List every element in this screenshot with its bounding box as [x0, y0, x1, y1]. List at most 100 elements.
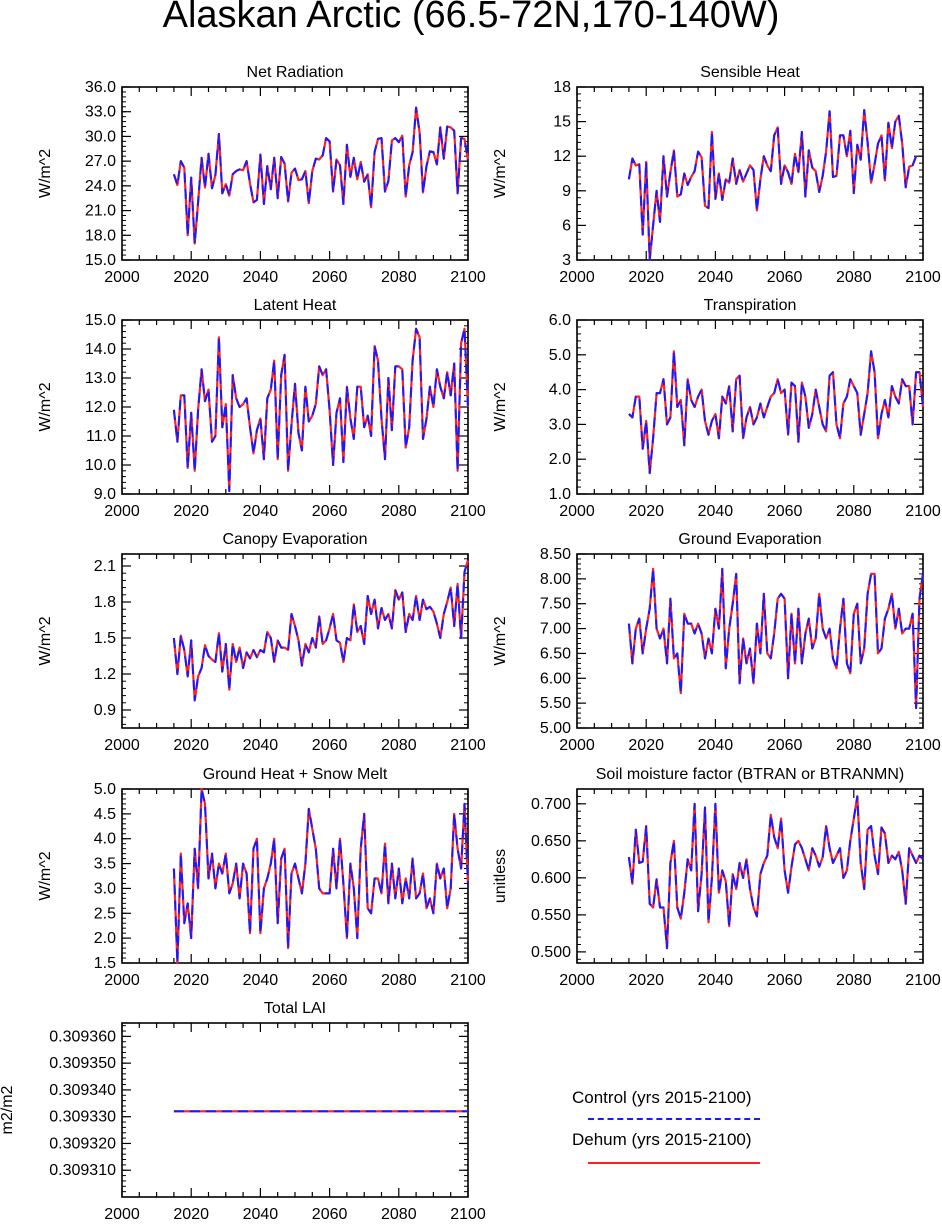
panel-title-net-radiation: Net Radiation [247, 64, 344, 81]
x-tick-label: 2000 [559, 972, 595, 989]
y-tick-label: 5.0 [549, 347, 571, 364]
y-tick-label: 9.0 [94, 486, 116, 503]
y-tick-label: 3 [562, 252, 571, 269]
y-tick-label: 6 [562, 217, 571, 234]
series-line-control [172, 559, 469, 702]
x-tick-label: 2060 [312, 972, 348, 989]
y-tick-label: 0.309340 [49, 1082, 116, 1099]
y-tick-label: 6.0 [549, 312, 571, 329]
y-tick-label: 1.5 [94, 630, 116, 647]
x-tick-label: 2100 [450, 269, 486, 286]
y-tick-label: 15.0 [85, 312, 116, 329]
y-tick-label: 1.0 [549, 486, 571, 503]
x-tick-label: 2060 [767, 737, 803, 754]
x-tick-label: 2100 [450, 503, 486, 520]
series-line-control [627, 795, 924, 950]
x-tick-label: 2060 [312, 503, 348, 520]
x-tick-label: 2000 [104, 737, 140, 754]
legend-line-control [588, 1118, 760, 1120]
y-axis-label-sensible-heat: W/m^2 [492, 149, 509, 198]
series-line-dehum [627, 567, 925, 710]
y-tick-label: 3.0 [94, 880, 116, 897]
x-tick-label: 2080 [836, 972, 872, 989]
x-tick-label: 2100 [450, 1206, 486, 1223]
x-tick-label: 2080 [381, 972, 417, 989]
y-tick-label: 2.1 [94, 558, 116, 575]
y-tick-label: 14.0 [85, 341, 116, 358]
y-tick-label: 21.0 [85, 203, 116, 220]
x-tick-label: 2080 [381, 269, 417, 286]
y-tick-label: 15.0 [85, 252, 116, 269]
y-tick-label: 27.0 [85, 153, 116, 170]
y-tick-label: 5.50 [540, 695, 571, 712]
y-tick-label: 4.0 [94, 831, 116, 848]
x-tick-label: 2020 [173, 972, 209, 989]
y-axis-label-ground-heat-snow-melt: W/m^2 [37, 851, 54, 900]
x-tick-label: 2080 [381, 1206, 417, 1223]
y-tick-label: 0.309360 [49, 1028, 116, 1045]
x-tick-label: 2000 [104, 972, 140, 989]
y-tick-label: 4.0 [549, 382, 571, 399]
y-tick-label: 11.0 [86, 428, 116, 445]
y-axis-label-net-radiation: W/m^2 [37, 149, 54, 198]
y-tick-label: 0.9 [94, 702, 116, 719]
plot-frame-latent-heat [121, 319, 469, 495]
legend-label-dehum: Dehum (yrs 2015-2100) [572, 1130, 752, 1149]
y-tick-label: 0.309320 [49, 1135, 116, 1152]
x-tick-label: 2080 [381, 737, 417, 754]
y-axis-label-soil-moisture-factor-btran-or-btranmn: unitless [492, 849, 509, 903]
series-line-dehum [627, 108, 918, 262]
y-axis-label-ground-evaporation: W/m^2 [492, 616, 509, 665]
panel-title-canopy-evaporation: Canopy Evaporation [223, 531, 368, 548]
x-tick-label: 2100 [905, 503, 941, 520]
y-tick-label: 12.0 [85, 399, 116, 416]
panel-title-ground-heat-snow-melt: Ground Heat + Snow Melt [203, 766, 388, 783]
y-tick-label: 3.5 [94, 856, 116, 873]
y-tick-label: 18 [553, 79, 571, 96]
x-tick-label: 2000 [104, 1206, 140, 1223]
x-tick-label: 2080 [836, 737, 872, 754]
y-tick-label: 8.50 [540, 546, 571, 563]
x-tick-label: 2080 [381, 503, 417, 520]
y-tick-label: 30.0 [85, 128, 116, 145]
series-line-dehum [172, 106, 470, 245]
panel-title-transpiration: Transpiration [704, 297, 797, 314]
series-line-control [628, 350, 924, 475]
x-tick-label: 2020 [628, 972, 664, 989]
y-tick-label: 9 [562, 183, 571, 200]
y-tick-label: 0.500 [531, 944, 571, 961]
legend-line-dehum [588, 1162, 760, 1164]
y-tick-label: 10.0 [85, 457, 116, 474]
series-line-control [172, 106, 469, 245]
x-tick-label: 2020 [628, 503, 664, 520]
plot-frame-soil-moisture-factor-btran-or-btranmn [576, 788, 924, 964]
x-tick-label: 2040 [243, 1206, 279, 1223]
panel-title-ground-evaporation: Ground Evaporation [678, 531, 821, 548]
x-tick-label: 2100 [450, 737, 486, 754]
panel-title-soil-moisture-factor-btran-or-btranmn: Soil moisture factor (BTRAN or BTRANMN) [596, 766, 905, 783]
x-tick-label: 2000 [104, 503, 140, 520]
x-tick-label: 2020 [173, 269, 209, 286]
x-tick-label: 2060 [767, 269, 803, 286]
panel-title-total-lai: Total LAI [264, 1000, 326, 1017]
legend-label-control: Control (yrs 2015-2100) [572, 1088, 752, 1107]
y-tick-label: 7.00 [540, 621, 571, 638]
series-line-dehum [172, 327, 470, 493]
x-tick-label: 2040 [698, 972, 734, 989]
figure-title: Alaskan Arctic (66.5-72N,170-140W) [162, 0, 780, 36]
x-tick-label: 2040 [698, 269, 734, 286]
x-tick-label: 2020 [628, 269, 664, 286]
x-tick-label: 2100 [905, 269, 941, 286]
y-tick-label: 8.00 [540, 571, 571, 588]
y-tick-label: 1.8 [94, 594, 116, 611]
y-tick-label: 2.0 [94, 930, 116, 947]
x-tick-label: 2040 [243, 269, 279, 286]
x-tick-label: 2080 [836, 269, 872, 286]
series-line-dehum [172, 559, 470, 702]
y-axis-label-transpiration: W/m^2 [492, 382, 509, 431]
x-tick-label: 2060 [767, 503, 803, 520]
x-tick-label: 2000 [559, 737, 595, 754]
legend: Control (yrs 2015-2100) Dehum (yrs 2015-… [560, 1080, 800, 1200]
y-tick-label: 18.0 [85, 227, 116, 244]
y-tick-label: 6.50 [540, 645, 571, 662]
